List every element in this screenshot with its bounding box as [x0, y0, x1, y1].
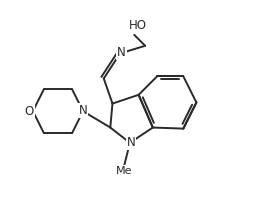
Text: HO: HO [129, 19, 146, 32]
Text: Me: Me [116, 166, 133, 176]
Text: N: N [117, 46, 125, 59]
Text: N: N [79, 104, 88, 117]
Text: O: O [24, 105, 34, 118]
Text: N: N [127, 136, 135, 149]
